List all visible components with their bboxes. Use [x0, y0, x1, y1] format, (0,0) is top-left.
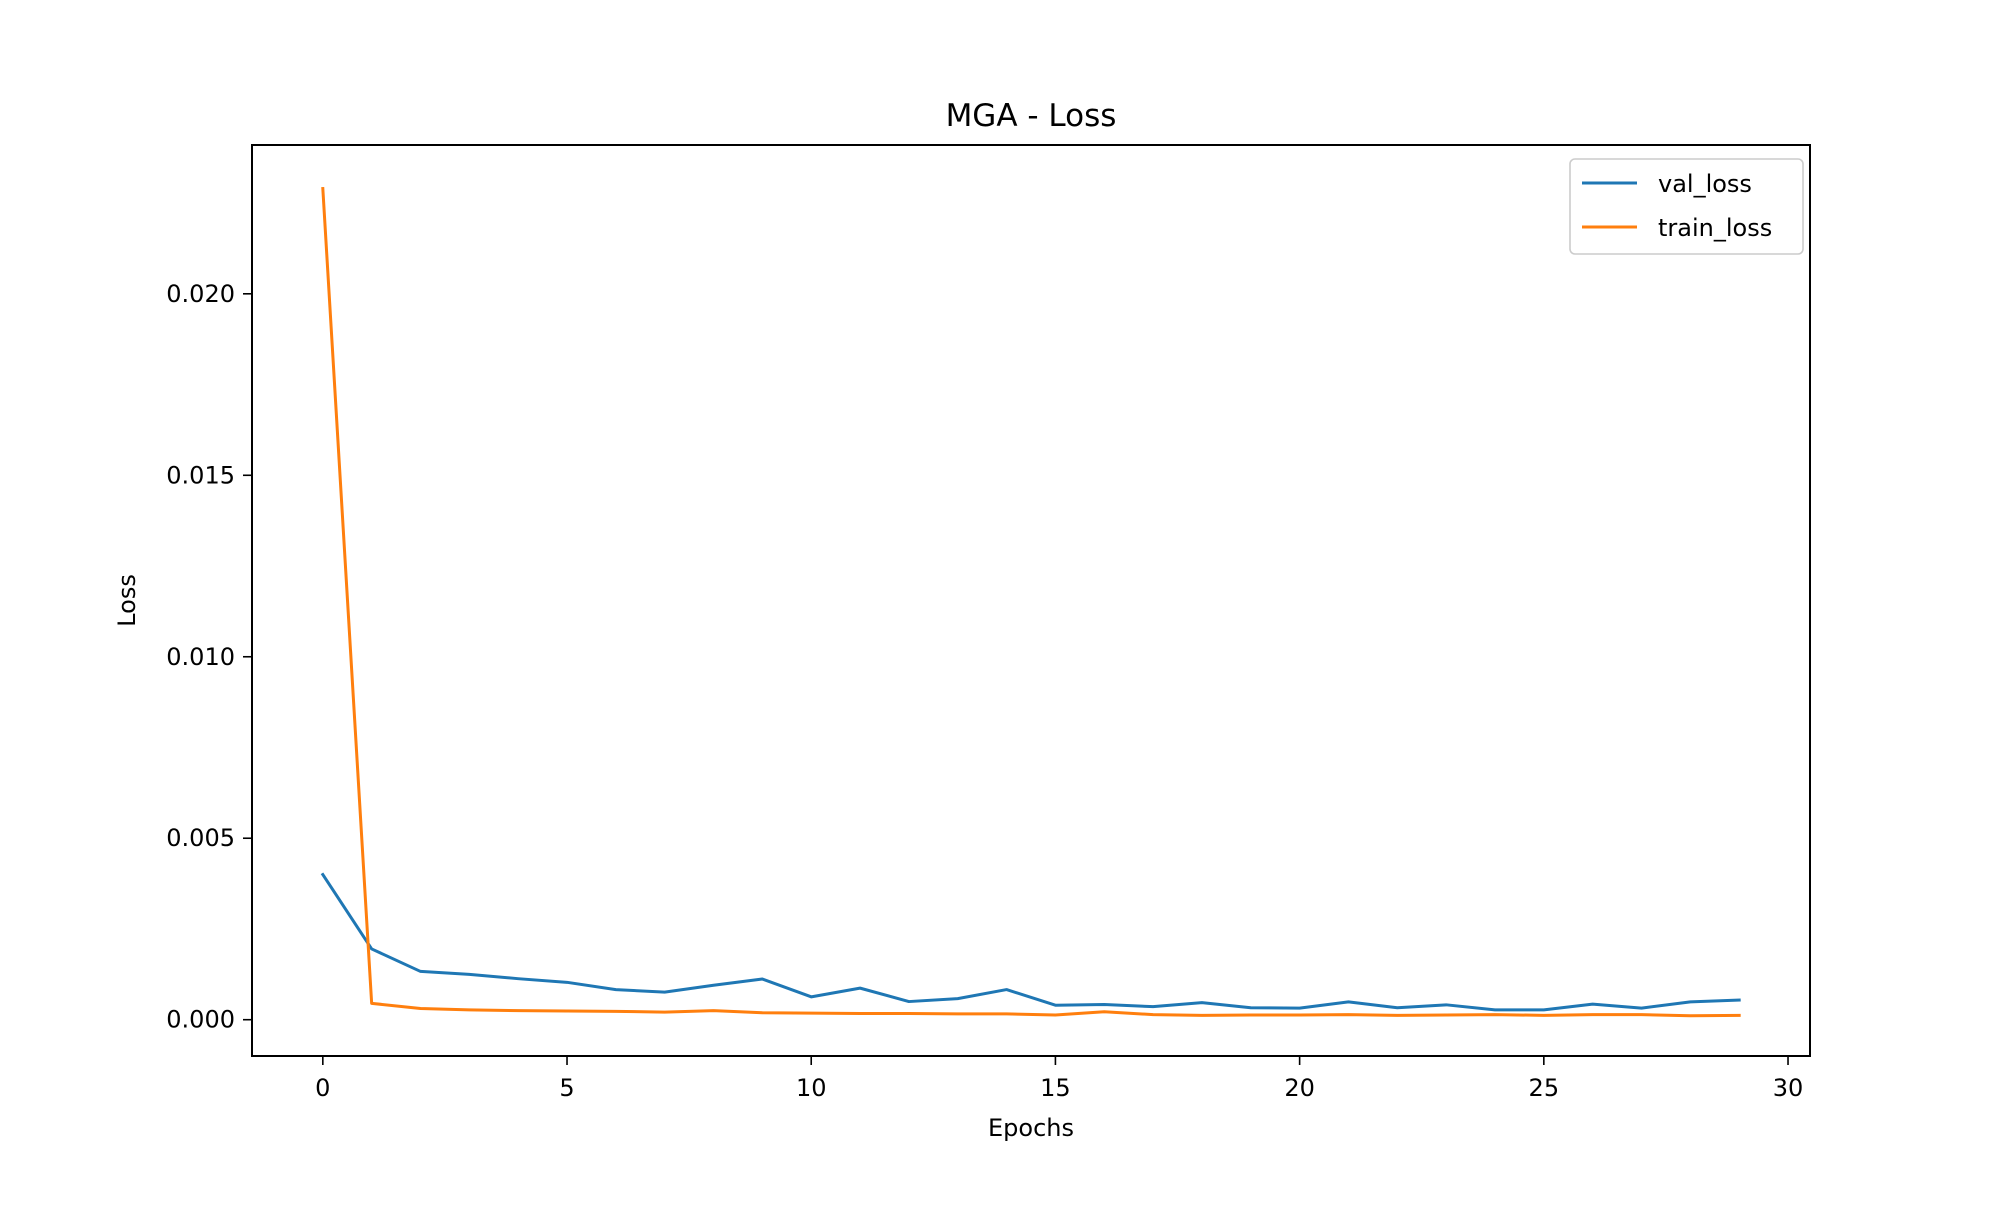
series-line-val-loss [320, 872, 1741, 1012]
x-tick-label: 15 [1040, 1074, 1071, 1102]
x-tick-label: 20 [1284, 1074, 1315, 1102]
axis-ticks: 0 5 10 15 20 25 30 0.000 0.005 0.010 0.015 0.020 [166, 280, 1803, 1102]
series-lines [320, 186, 1741, 1018]
x-tick-label: 10 [796, 1074, 827, 1102]
x-tick-label: 30 [1773, 1074, 1804, 1102]
x-tick-label: 25 [1529, 1074, 1560, 1102]
series-line-train-loss [321, 186, 1741, 1018]
plot-frame [251, 144, 1811, 1057]
legend: val_loss train_loss [1569, 158, 1804, 255]
chart-title: MGA - Loss [946, 98, 1117, 134]
y-tick-label: 0.000 [166, 1006, 235, 1034]
legend-label: train_loss [1658, 214, 1772, 242]
y-tick-label: 0.005 [166, 824, 235, 852]
x-tick-label: 5 [559, 1074, 574, 1102]
y-tick-label: 0.015 [166, 461, 235, 489]
y-axis-label: Loss [113, 574, 141, 627]
y-tick-label: 0.020 [166, 280, 235, 308]
x-axis-label: Epochs [988, 1114, 1074, 1142]
y-tick-label: 0.010 [166, 643, 235, 671]
legend-label: val_loss [1658, 170, 1752, 198]
x-tick-label: 0 [315, 1074, 330, 1102]
